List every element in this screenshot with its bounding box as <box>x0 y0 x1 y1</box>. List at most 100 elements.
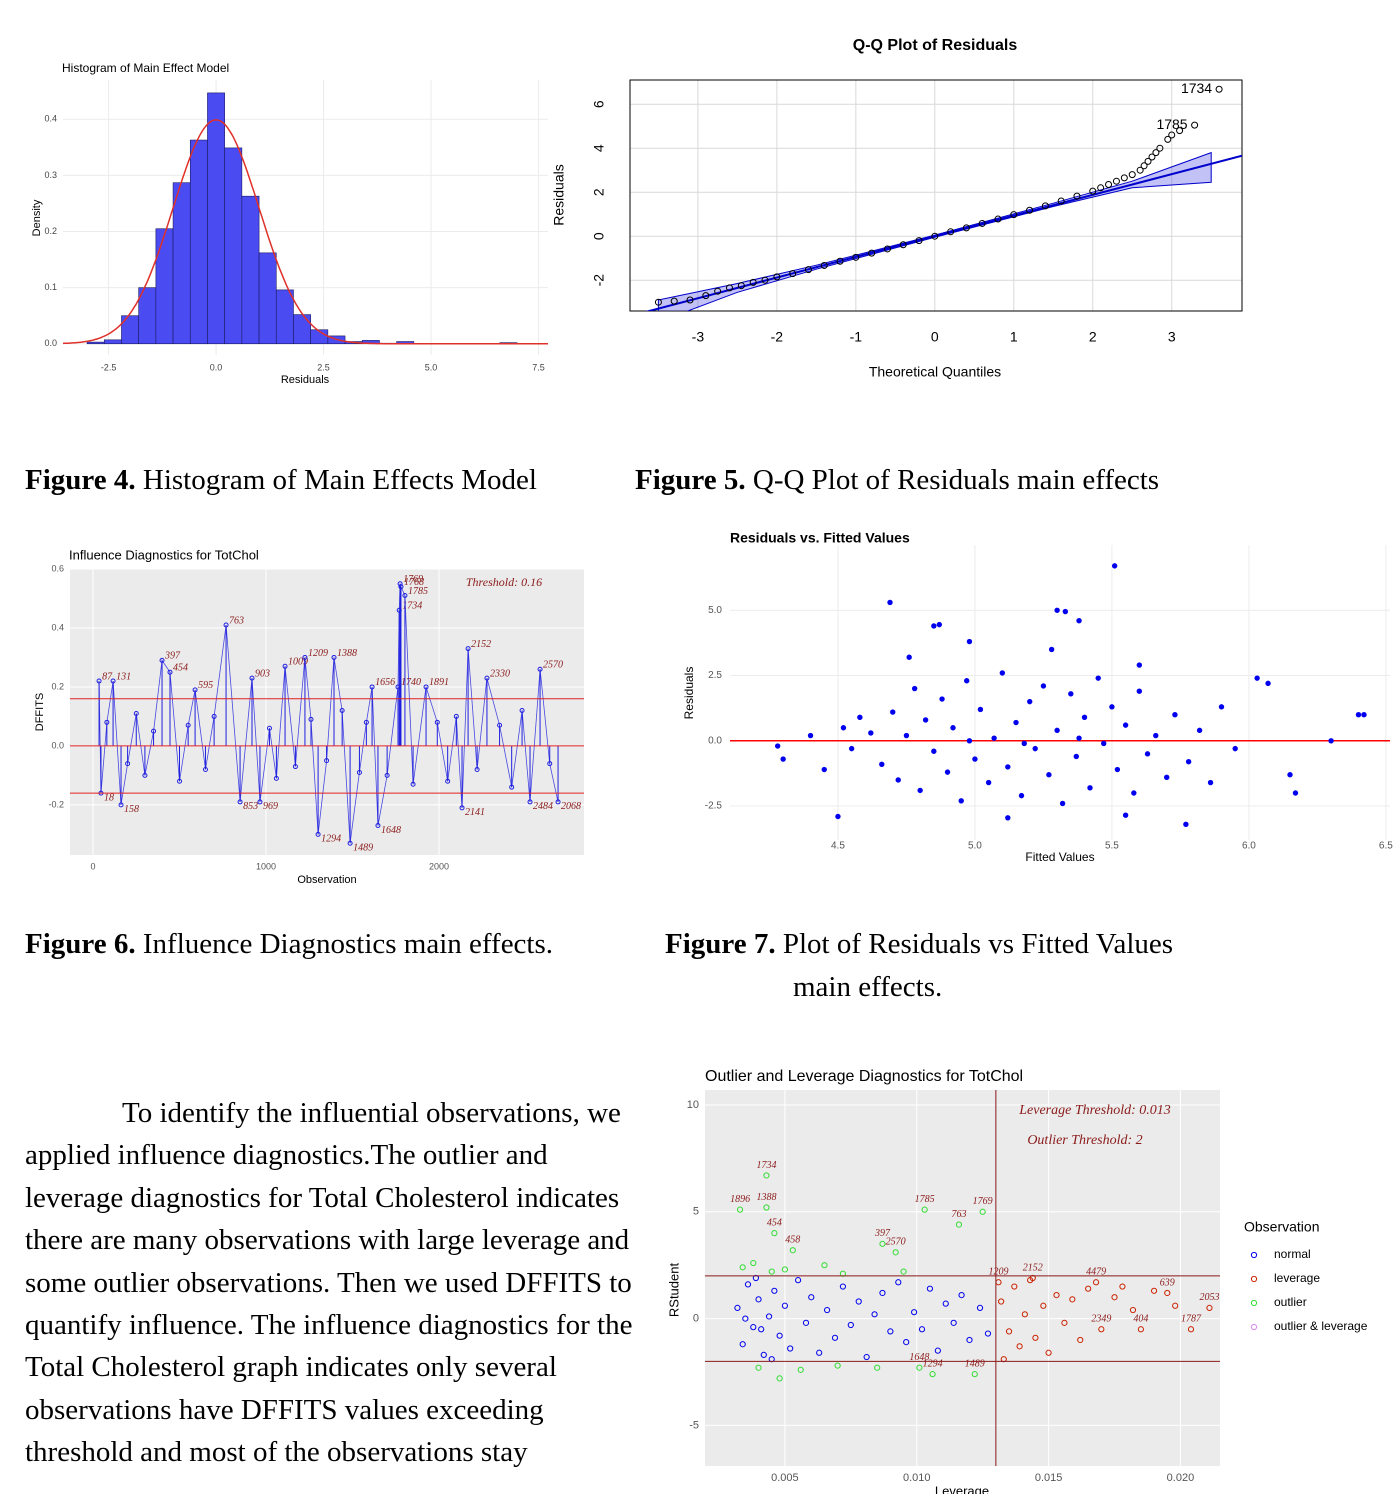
point <box>725 284 733 292</box>
point <box>375 823 381 829</box>
point <box>789 1247 796 1254</box>
point <box>947 228 955 236</box>
point <box>266 725 272 731</box>
point-label: 458 <box>785 1235 800 1246</box>
y-tick-label: 2.5 <box>708 670 722 681</box>
point <box>871 1311 878 1318</box>
legend-label: outlier & leverage <box>1274 1319 1368 1333</box>
point <box>1140 162 1148 170</box>
x-tick-label: 0 <box>931 329 939 345</box>
point <box>750 1259 757 1267</box>
legend-marker <box>1250 1323 1258 1331</box>
point <box>1207 779 1214 786</box>
point <box>1097 184 1105 192</box>
point <box>356 769 362 775</box>
histogram-bar <box>207 92 225 345</box>
point <box>887 1328 894 1335</box>
point <box>804 266 812 274</box>
point <box>1254 675 1260 681</box>
point <box>1120 174 1128 182</box>
point <box>125 761 131 767</box>
caption: Figure 7. Plot of Residuals vs Fitted Va… <box>665 923 1235 1009</box>
point-label: 397 <box>874 1228 891 1239</box>
point <box>1032 1334 1039 1341</box>
point <box>1041 202 1049 210</box>
histogram-bar <box>172 182 191 345</box>
point-label: 903 <box>255 668 270 679</box>
point <box>1045 1349 1052 1356</box>
point <box>1164 135 1172 143</box>
plot-panel <box>705 1090 1220 1466</box>
point <box>465 646 471 652</box>
x-tick-label: -2.5 <box>101 362 117 372</box>
point <box>257 799 263 805</box>
y-tick-label: 10 <box>687 1099 699 1111</box>
x-tick-label: -2 <box>771 329 784 345</box>
point <box>857 714 863 721</box>
plot-border <box>629 79 1243 312</box>
point <box>192 687 198 693</box>
point <box>1005 764 1011 770</box>
point <box>1153 732 1159 739</box>
point <box>1164 774 1170 781</box>
legend-marker <box>1250 1299 1258 1307</box>
point <box>984 1330 992 1337</box>
x-tick-label: 3 <box>1168 329 1176 345</box>
point-label: 2053 <box>1199 1292 1219 1303</box>
point <box>331 654 337 660</box>
x-tick-label: 0.015 <box>1035 1472 1063 1484</box>
chart-title: Residuals vs. Fitted Values <box>730 530 910 546</box>
caption-text: Influence Diagnostics main effects. <box>142 928 554 960</box>
point <box>852 253 860 261</box>
point <box>755 1296 762 1303</box>
y-axis-label: Residuals <box>551 164 567 225</box>
point <box>1010 211 1018 219</box>
point <box>900 1268 907 1275</box>
point <box>1089 187 1097 195</box>
point <box>802 1319 810 1326</box>
point <box>934 1347 941 1354</box>
point <box>1136 662 1143 668</box>
point <box>1054 607 1060 613</box>
point <box>686 296 694 304</box>
point <box>1328 738 1334 744</box>
point <box>1085 1285 1092 1292</box>
legend-marker <box>1250 1251 1258 1259</box>
point <box>1206 1304 1213 1312</box>
point <box>118 802 124 808</box>
point <box>840 725 847 731</box>
point <box>1021 1311 1028 1318</box>
point <box>1018 792 1025 799</box>
point <box>742 1315 749 1322</box>
point <box>808 1294 815 1301</box>
point <box>1112 177 1120 185</box>
point <box>1144 157 1152 165</box>
point <box>773 273 781 281</box>
labeled-point <box>1215 85 1223 93</box>
point-label: 1209 <box>988 1267 1008 1278</box>
point-label: 2484 <box>533 801 553 812</box>
point <box>1122 812 1129 818</box>
point <box>497 722 503 728</box>
point <box>820 261 828 269</box>
point <box>879 1289 886 1297</box>
point <box>1355 711 1362 718</box>
point <box>292 764 298 770</box>
point <box>453 713 459 719</box>
point <box>1144 751 1151 757</box>
point <box>831 1334 839 1341</box>
point <box>1077 1336 1084 1344</box>
point <box>1265 680 1271 687</box>
point <box>999 670 1006 676</box>
histogram-bar <box>103 339 122 345</box>
point <box>958 1291 965 1299</box>
point <box>1076 735 1082 741</box>
point-label: 1388 <box>756 1192 776 1203</box>
point-label: 1896 <box>730 1194 750 1205</box>
point <box>1048 646 1055 653</box>
x-tick-label: 6.5 <box>1379 841 1393 852</box>
point <box>1105 181 1113 188</box>
point-label: 1734 <box>402 601 422 612</box>
point <box>1122 722 1129 728</box>
